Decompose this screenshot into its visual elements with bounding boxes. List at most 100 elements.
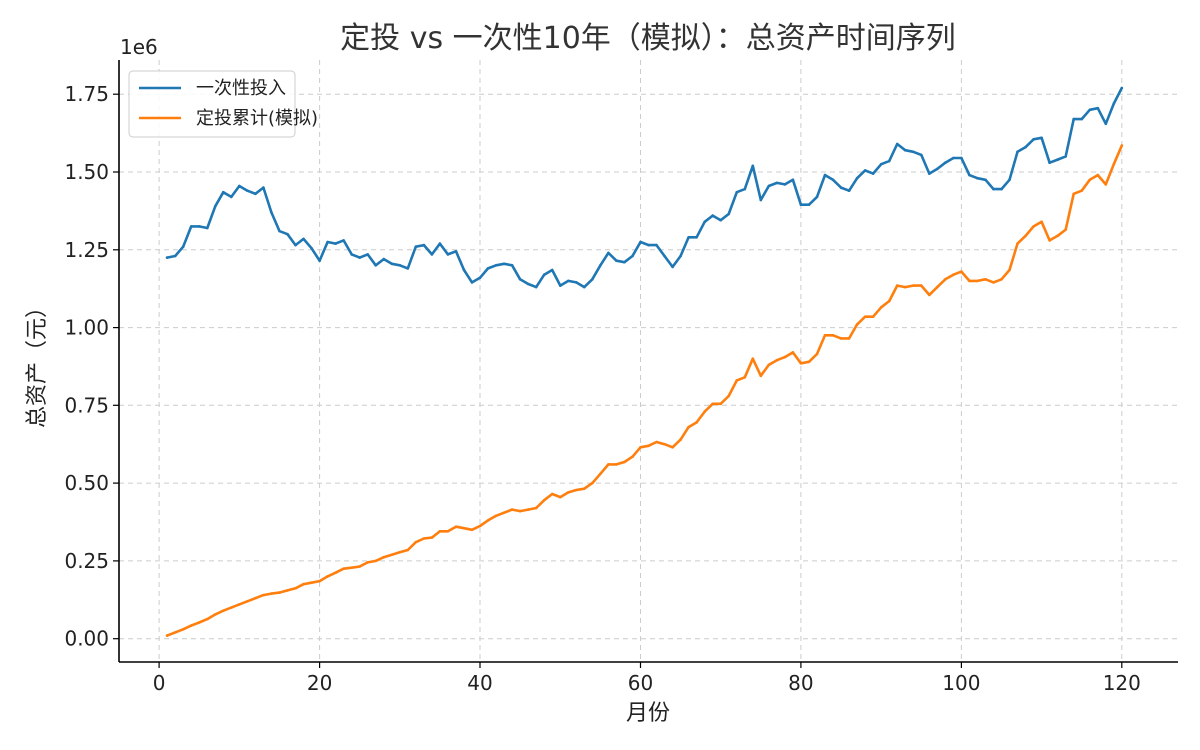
data-point-lump-sum — [326, 240, 329, 244]
data-point-dca — [398, 550, 402, 554]
data-point-dca — [767, 363, 771, 367]
data-point-lump-sum — [526, 282, 530, 286]
data-point-dca — [631, 455, 634, 459]
data-point-lump-sum — [823, 173, 827, 177]
series-line-dca — [165, 144, 1124, 637]
data-point-lump-sum — [342, 239, 345, 242]
data-point-lump-sum — [984, 178, 987, 182]
data-point-lump-sum — [871, 172, 875, 175]
data-point-dca — [944, 278, 947, 281]
data-point-dca — [952, 273, 955, 277]
data-point-dca — [486, 519, 490, 522]
x-tick-label: 80 — [788, 671, 813, 695]
data-point-dca — [310, 581, 313, 584]
data-point-dca — [671, 446, 674, 449]
x-axis-label: 月份 — [626, 701, 670, 726]
data-point-lump-sum — [799, 203, 803, 206]
data-point-dca — [1064, 228, 1067, 231]
data-point-dca — [1024, 234, 1027, 238]
data-point-dca — [575, 488, 578, 492]
data-point-dca — [679, 438, 682, 441]
data-point-lump-sum — [1112, 102, 1116, 105]
data-point-dca — [663, 442, 666, 446]
data-point-dca — [358, 565, 362, 568]
data-point-lump-sum — [775, 181, 779, 185]
data-point-dca — [1080, 189, 1083, 192]
data-point-lump-sum — [879, 162, 883, 166]
data-point-dca — [318, 579, 321, 583]
data-point-lump-sum — [1096, 106, 1100, 110]
data-point-lump-sum — [863, 169, 867, 172]
data-point-dca — [1096, 173, 1100, 177]
data-point-lump-sum — [262, 186, 265, 189]
data-point-dca — [502, 511, 506, 514]
data-point-lump-sum — [181, 245, 185, 248]
data-point-dca — [759, 374, 763, 378]
data-point-dca — [478, 524, 482, 528]
data-point-dca — [847, 337, 851, 340]
data-point-dca — [591, 481, 594, 485]
data-point-lump-sum — [510, 264, 514, 267]
data-point-lump-sum — [567, 279, 570, 283]
data-point-lump-sum — [534, 285, 538, 289]
data-point-dca — [743, 376, 747, 379]
data-point-dca — [928, 293, 931, 297]
data-point-dca — [815, 352, 819, 356]
data-point-dca — [912, 284, 915, 287]
data-point-lump-sum — [302, 237, 305, 241]
data-point-lump-sum — [663, 254, 666, 258]
data-point-lump-sum — [607, 251, 610, 255]
data-point-lump-sum — [238, 184, 241, 188]
data-point-dca — [887, 299, 891, 303]
data-point-dca — [711, 402, 714, 406]
data-point-lump-sum — [1000, 187, 1003, 191]
data-point-dca — [197, 621, 201, 624]
data-point-dca — [326, 575, 329, 578]
data-point-dca — [1000, 278, 1003, 281]
data-point-dca — [920, 284, 923, 287]
data-point-dca — [727, 394, 730, 398]
data-point-lump-sum — [944, 161, 947, 164]
data-point-dca — [615, 463, 618, 466]
data-point-lump-sum — [230, 195, 233, 199]
data-point-dca — [526, 508, 530, 511]
data-point-lump-sum — [430, 253, 434, 256]
data-point-lump-sum — [550, 268, 554, 272]
legend-label-dca: 定投累计(模拟) — [196, 108, 318, 129]
data-point-dca — [879, 306, 883, 309]
data-point-lump-sum — [815, 195, 819, 199]
data-point-dca — [791, 351, 795, 354]
data-point-dca — [494, 514, 498, 518]
data-point-lump-sum — [767, 184, 771, 188]
data-point-dca — [903, 285, 907, 289]
data-point-lump-sum — [936, 167, 939, 171]
data-point-lump-sum — [920, 153, 923, 157]
data-point-lump-sum — [599, 264, 602, 267]
data-point-dca — [567, 491, 570, 494]
data-point-lump-sum — [895, 142, 899, 146]
y-offset-text: 1e6 — [120, 35, 158, 59]
data-point-dca — [181, 628, 185, 631]
data-point-lump-sum — [952, 156, 955, 160]
data-point-lump-sum — [462, 268, 466, 272]
data-point-dca — [855, 323, 859, 326]
data-point-dca — [871, 315, 875, 319]
data-point-dca — [807, 360, 811, 364]
data-point-dca — [695, 421, 698, 424]
data-point-lump-sum — [647, 243, 650, 247]
data-point-dca — [334, 571, 337, 574]
data-point-lump-sum — [390, 262, 394, 266]
data-point-lump-sum — [735, 190, 739, 194]
data-point-lump-sum — [807, 203, 811, 206]
data-point-lump-sum — [703, 220, 706, 224]
data-point-dca — [751, 357, 755, 361]
data-point-lump-sum — [254, 192, 257, 196]
data-point-lump-sum — [454, 250, 458, 253]
data-point-lump-sum — [470, 281, 474, 284]
data-point-lump-sum — [422, 243, 426, 247]
data-point-dca — [254, 596, 257, 600]
data-point-lump-sum — [374, 264, 378, 267]
data-point-lump-sum — [214, 204, 217, 208]
data-point-lump-sum — [1088, 108, 1092, 112]
data-point-dca — [366, 561, 370, 564]
